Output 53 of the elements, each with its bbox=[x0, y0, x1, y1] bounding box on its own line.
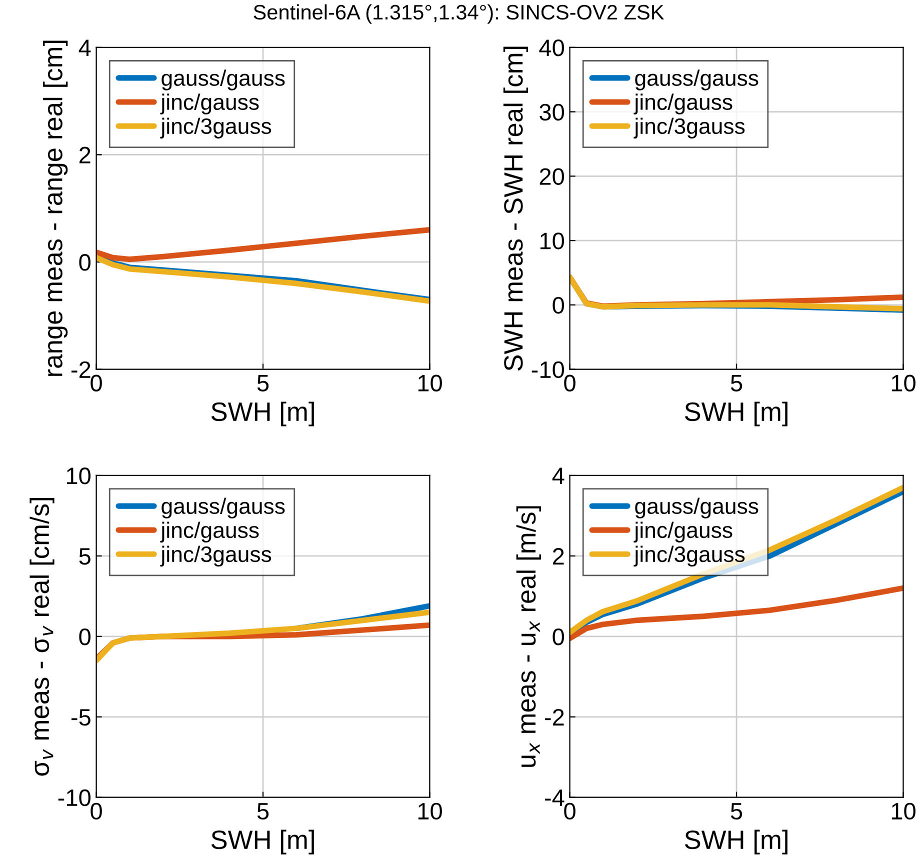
x-tick-label: 5 bbox=[730, 375, 742, 392]
y-tick-label: -2 bbox=[71, 361, 90, 378]
legend-label: jinc/3gauss bbox=[634, 118, 745, 138]
legend-label: gauss/gauss bbox=[635, 70, 758, 90]
y-axis-title: u$_{x}$ meas - u$_{x}$ real [m/s] bbox=[516, 506, 541, 767]
legend-label: gauss/gauss bbox=[635, 498, 758, 518]
y-tick-label: -2 bbox=[544, 708, 564, 726]
x-tick-label: 5 bbox=[257, 375, 269, 392]
legend-label: jinc/gauss bbox=[160, 94, 259, 114]
legend-label: jinc/gauss bbox=[160, 522, 259, 542]
x-axis-title: SWH [m] bbox=[211, 402, 314, 426]
y-tick-label: 10 bbox=[66, 468, 91, 484]
y-tick-label: 5 bbox=[79, 548, 90, 565]
y-axis-title: range meas - range real [cm] bbox=[43, 40, 68, 376]
y-tick-label: 2 bbox=[79, 146, 90, 164]
y-axis-title: SWH meas - SWH real [cm] bbox=[503, 46, 528, 371]
y-tick-label: 30 bbox=[540, 104, 564, 121]
x-tick-label: 10 bbox=[892, 802, 916, 820]
x-axis-title: SWH [m] bbox=[211, 830, 314, 854]
y-tick-label: 0 bbox=[552, 296, 564, 314]
legend-label: jinc/3gauss bbox=[160, 118, 272, 138]
x-tick-label: 0 bbox=[564, 802, 576, 820]
y-tick-label: 0 bbox=[79, 628, 90, 646]
x-tick-label: 10 bbox=[418, 802, 442, 820]
x-tick-label: 5 bbox=[257, 803, 269, 820]
legend-label: jinc/gauss bbox=[634, 94, 732, 114]
x-tick-label: 0 bbox=[90, 374, 102, 392]
y-tick-label: -4 bbox=[544, 790, 564, 806]
y-tick-label: -10 bbox=[58, 789, 91, 806]
x-tick-label: 10 bbox=[892, 374, 916, 392]
y-tick-label: 0 bbox=[552, 628, 564, 646]
y-tick-label: -10 bbox=[532, 361, 564, 378]
legend-label: jinc/3gauss bbox=[634, 546, 745, 567]
y-tick-label: 20 bbox=[540, 168, 564, 185]
y-tick-label: 0 bbox=[79, 254, 90, 271]
x-tick-label: 10 bbox=[418, 374, 442, 392]
y-tick-label: -5 bbox=[71, 709, 90, 726]
x-axis-title: SWH [m] bbox=[684, 830, 788, 854]
y-tick-label: 2 bbox=[552, 548, 564, 565]
y-tick-label: 40 bbox=[539, 39, 564, 56]
legend-label: jinc/gauss bbox=[634, 522, 732, 542]
legend-label: jinc/3gauss bbox=[160, 546, 272, 567]
y-axis-title: σ$_{v}$ meas - σ$_{v}$ real [cm/s] bbox=[30, 498, 54, 776]
y-tick-label: 4 bbox=[552, 468, 564, 484]
legend-label: gauss/gauss bbox=[162, 70, 285, 90]
x-tick-label: 0 bbox=[90, 802, 102, 820]
y-tick-label: 4 bbox=[78, 40, 91, 56]
x-tick-label: 0 bbox=[564, 374, 576, 392]
legend-label: gauss/gauss bbox=[162, 498, 285, 518]
x-tick-label: 5 bbox=[730, 803, 742, 820]
chart-title: Sentinel-6A (1.315°,1.34°): SINCS-OV2 ZSK bbox=[254, 4, 664, 24]
y-tick-label: 10 bbox=[540, 232, 564, 250]
x-axis-title: SWH [m] bbox=[684, 402, 788, 426]
